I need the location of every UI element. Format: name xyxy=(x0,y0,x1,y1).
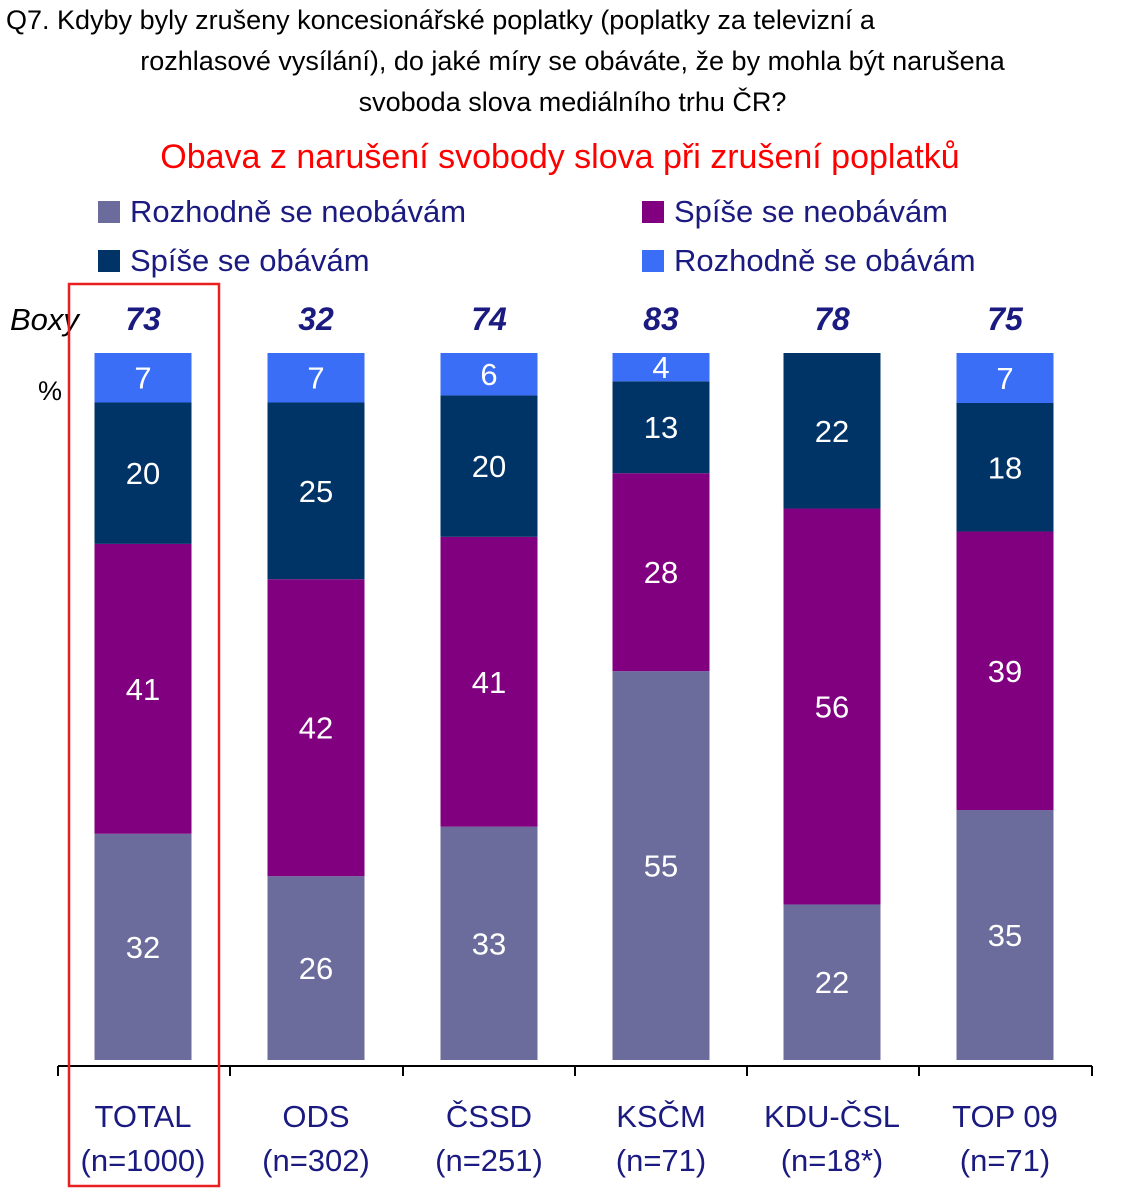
category-n-label: (n=18*) xyxy=(781,1143,884,1178)
boxy-value: 75 xyxy=(987,301,1024,337)
segment-spise-neobavam xyxy=(612,473,710,672)
data-label: 25 xyxy=(299,474,333,509)
question-line-3: svoboda slova mediálního trhu ČR? xyxy=(358,87,787,117)
boxy-value: 74 xyxy=(471,301,507,337)
segment-rozhodne-neobavam xyxy=(612,671,710,1060)
data-label: 35 xyxy=(988,918,1022,953)
category-n-label: (n=1000) xyxy=(81,1143,206,1178)
segment-rozhodne-obavam xyxy=(267,353,365,403)
data-label: 42 xyxy=(299,711,333,746)
data-label: 41 xyxy=(472,665,506,700)
data-label: 56 xyxy=(815,690,849,725)
legend-label: Spíše se neobávám xyxy=(674,194,949,229)
segment-spise-neobavam xyxy=(956,531,1054,811)
question-line-1: Q7. Kdyby byly zrušeny koncesionářské po… xyxy=(6,5,875,35)
data-label: 13 xyxy=(644,410,678,445)
data-label: 33 xyxy=(472,926,506,961)
legend-swatch xyxy=(642,201,664,223)
boxy-value: 73 xyxy=(125,301,161,337)
segment-spise-obavam xyxy=(94,402,192,544)
data-label: 22 xyxy=(815,414,849,449)
data-label: 20 xyxy=(126,456,160,491)
data-label: 20 xyxy=(472,449,506,484)
boxy-value: 83 xyxy=(643,301,679,337)
chart-title: Obava z narušení svobody slova při zruše… xyxy=(160,138,960,176)
data-label: 22 xyxy=(815,965,849,1000)
segment-spise-obavam xyxy=(783,353,881,509)
segment-spise-neobavam xyxy=(94,543,192,834)
boxy-value: 78 xyxy=(814,301,850,337)
segment-spise-neobavam xyxy=(440,536,538,827)
boxy-value: 32 xyxy=(298,301,334,337)
data-label: 32 xyxy=(126,930,160,965)
segment-rozhodne-obavam xyxy=(440,353,538,396)
segment-spise-obavam xyxy=(267,402,365,580)
legend-item-rozhodne-obavam: Rozhodně se obávám xyxy=(642,243,976,279)
category-n-label: (n=71) xyxy=(616,1143,706,1178)
total-highlight-box xyxy=(67,282,221,1188)
segment-rozhodne-obavam xyxy=(612,353,710,382)
category-label: ODS xyxy=(282,1099,349,1134)
data-label: 7 xyxy=(134,361,151,396)
data-label: 7 xyxy=(996,361,1013,396)
legend-label: Rozhodně se neobávám xyxy=(130,194,467,229)
legend-item-spise-neobavam: Spíše se neobávám xyxy=(642,194,948,230)
segment-spise-neobavam xyxy=(783,508,881,905)
boxy-row-label: Boxy xyxy=(10,302,79,337)
segment-rozhodne-obavam xyxy=(94,353,192,403)
legend-label: Rozhodně se obávám xyxy=(674,243,976,278)
segment-spise-neobavam xyxy=(267,579,365,877)
data-label: 4 xyxy=(652,350,669,385)
segment-rozhodne-obavam xyxy=(956,353,1054,403)
data-label: 18 xyxy=(988,450,1022,485)
legend-item-spise-obavam: Spíše se obávám xyxy=(98,243,370,279)
question-text: Q7. Kdyby byly zrušeny koncesionářské po… xyxy=(0,0,1145,123)
legend-swatch xyxy=(642,250,664,272)
segment-rozhodne-neobavam xyxy=(440,826,538,1060)
legend-swatch xyxy=(98,250,120,272)
category-n-label: (n=71) xyxy=(960,1143,1050,1178)
data-label: 28 xyxy=(644,555,678,590)
category-label: KSČM xyxy=(616,1099,706,1134)
segment-rozhodne-neobavam xyxy=(94,833,192,1060)
category-label: KDU-ČSL xyxy=(764,1099,900,1134)
data-label: 55 xyxy=(644,849,678,884)
category-label: TOP 09 xyxy=(952,1099,1058,1134)
segment-rozhodne-neobavam xyxy=(783,904,881,1060)
legend-item-rozhodne-neobavam: Rozhodně se neobávám xyxy=(98,194,466,230)
data-label: 7 xyxy=(307,361,324,396)
category-n-label: (n=251) xyxy=(435,1143,543,1178)
category-n-label: (n=302) xyxy=(262,1143,370,1178)
legend-swatch xyxy=(98,201,120,223)
question-line-2: rozhlasové vysílání), do jaké míry se ob… xyxy=(140,46,1005,76)
segment-rozhodne-neobavam xyxy=(267,876,365,1060)
data-label: 41 xyxy=(126,672,160,707)
percent-unit-label: % xyxy=(38,376,63,406)
segment-rozhodne-neobavam xyxy=(956,810,1054,1060)
category-label: ČSSD xyxy=(446,1099,532,1134)
segment-spise-obavam xyxy=(612,381,710,474)
category-label: TOTAL xyxy=(94,1099,191,1134)
data-label: 6 xyxy=(480,357,497,392)
segment-spise-obavam xyxy=(440,395,538,537)
data-label: 39 xyxy=(988,654,1022,689)
legend-label: Spíše se obávám xyxy=(130,243,370,278)
data-label: 26 xyxy=(299,951,333,986)
segment-spise-obavam xyxy=(956,402,1054,532)
